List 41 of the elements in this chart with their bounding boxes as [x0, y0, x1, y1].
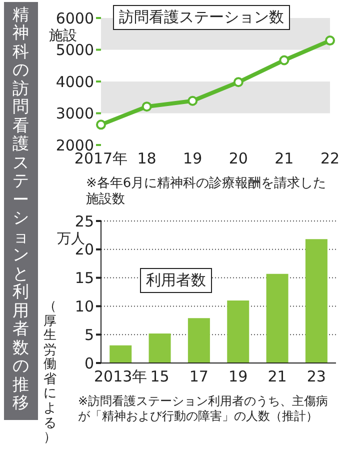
x-tick-label: 22: [320, 150, 340, 168]
x-tick-label: 2017年: [74, 150, 128, 168]
y-tick-label: 4000: [56, 72, 94, 91]
legend-label: 訪問看護ステーション数: [113, 5, 290, 30]
text: ※各年6月に精神科の診療報酬を請求した施設数: [86, 176, 328, 208]
x-tick-label: 2013年: [94, 368, 148, 386]
y-tick-label: 5000: [56, 41, 94, 60]
text: ※訪問看護ステーション利用者のうち、主傷病が「精神および行動の障害」の人数（推計）: [78, 394, 330, 424]
y-tick-label: 25: [74, 212, 94, 230]
bar: [110, 345, 132, 363]
y-tick-label: 0: [84, 354, 94, 372]
x-tick-label: 21: [274, 150, 294, 168]
y-axis-title: 万人: [57, 230, 85, 248]
bar: [227, 300, 250, 363]
y-tick-label: 5: [84, 326, 94, 344]
point: [325, 36, 335, 46]
point: [279, 55, 290, 66]
x-tick-label: 20: [228, 150, 248, 168]
bar: [188, 318, 210, 363]
y-tick-label: 10: [74, 298, 94, 316]
y-tick-label: 3000: [56, 104, 94, 123]
text: （厚生労働省による）: [44, 299, 56, 446]
bar: [148, 333, 171, 363]
point: [233, 77, 244, 88]
x-tick-label: 19: [183, 150, 202, 168]
x-tick-label: 19: [228, 368, 248, 386]
series-label: 利用者数: [140, 268, 212, 293]
y-axis-title: 施設: [49, 27, 77, 44]
point: [188, 96, 198, 106]
bar: [266, 274, 288, 363]
x-tick-label: 21: [268, 368, 287, 386]
bar: [305, 239, 328, 363]
x-tick-label: 17: [189, 368, 208, 386]
x-tick-label: 18: [137, 150, 156, 168]
y-tick-label: 6000: [56, 9, 94, 28]
x-tick-label: 23: [306, 368, 326, 386]
point: [96, 120, 106, 130]
chart-title: 精神科の訪問看護ステーションと利用者数の推移: [12, 5, 30, 412]
x-tick-label: 15: [150, 368, 170, 386]
point: [142, 102, 152, 112]
y-tick-label: 15: [74, 269, 94, 288]
